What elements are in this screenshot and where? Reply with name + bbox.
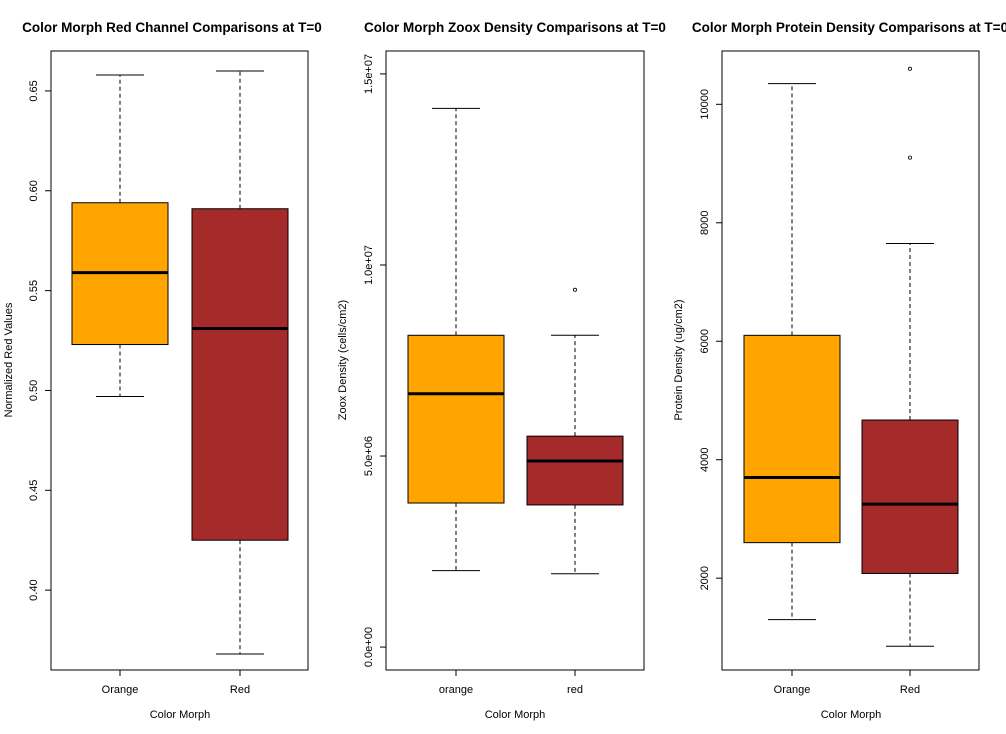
- y-tick-label: 1.0e+07: [363, 245, 375, 285]
- x-tick-label: orange: [439, 684, 473, 696]
- iqr-box: [191, 208, 289, 541]
- panel-red-channel: Color Morph Red Channel Comparisons at T…: [3, 20, 322, 721]
- y-tick-label: 10000: [699, 89, 711, 120]
- y-tick-label: 4000: [699, 447, 711, 471]
- y-tick-label: 0.0e+00: [363, 627, 375, 667]
- y-tick-label: 2000: [699, 566, 711, 590]
- panel-1-title: Color Morph Red Channel Comparisons at T…: [22, 20, 322, 35]
- y-tick-label: 5.0e+06: [363, 436, 375, 476]
- y-tick-label: 8000: [699, 211, 711, 235]
- panel-protein-density: Color Morph Protein Density Comparisons …: [673, 20, 1006, 721]
- x-tick-label: Orange: [774, 684, 811, 696]
- box-orange: [71, 74, 169, 397]
- box-red: [526, 287, 624, 575]
- panel-3-x-label: Color Morph: [821, 709, 882, 721]
- outlier-point: [908, 66, 913, 71]
- box-red: [191, 70, 289, 655]
- y-tick-label: 0.55: [28, 280, 40, 301]
- x-tick-label: Red: [230, 684, 250, 696]
- y-tick-label: 0.40: [28, 579, 40, 600]
- y-tick-label: 0.60: [28, 180, 40, 201]
- panel-3-plot: 2000 4000 6000 8000 10000 Orange Red: [699, 66, 959, 696]
- outlier-point: [908, 155, 913, 160]
- y-tick-label: 0.50: [28, 380, 40, 401]
- box-orange: [407, 107, 505, 572]
- outlier-point: [573, 287, 578, 292]
- panel-2-plot: 0.0e+00 5.0e+06 1.0e+07 1.5e+07 orange red: [363, 54, 624, 696]
- iqr-box: [526, 435, 624, 506]
- panel-3-title: Color Morph Protein Density Comparisons …: [692, 20, 1006, 35]
- x-tick-label: Red: [900, 684, 920, 696]
- iqr-box: [743, 334, 841, 544]
- panel-2-x-label: Color Morph: [485, 709, 546, 721]
- x-tick-label: Orange: [102, 684, 139, 696]
- panel-1-y-label: Normalized Red Values: [3, 302, 15, 417]
- panel-zoox-density: Color Morph Zoox Density Comparisons at …: [337, 20, 666, 721]
- y-tick-label: 6000: [699, 329, 711, 353]
- y-tick-label: 0.65: [28, 80, 40, 101]
- panel-1-x-label: Color Morph: [150, 709, 211, 721]
- panel-3-y-label: Protein Density (ug/cm2): [673, 299, 685, 420]
- box-orange: [743, 83, 841, 621]
- iqr-box: [407, 334, 505, 504]
- box-red: [861, 66, 959, 647]
- panel-1-plot: 0.40 0.45 0.50 0.55 0.60 0.65 Orange Red: [28, 70, 289, 696]
- iqr-box: [861, 419, 959, 574]
- y-tick-label: 0.45: [28, 480, 40, 501]
- panel-2-y-label: Zoox Density (cells/cm2): [337, 300, 349, 420]
- panel-2-title: Color Morph Zoox Density Comparisons at …: [364, 20, 666, 35]
- x-tick-label: red: [567, 684, 583, 696]
- y-tick-label: 1.5e+07: [363, 54, 375, 94]
